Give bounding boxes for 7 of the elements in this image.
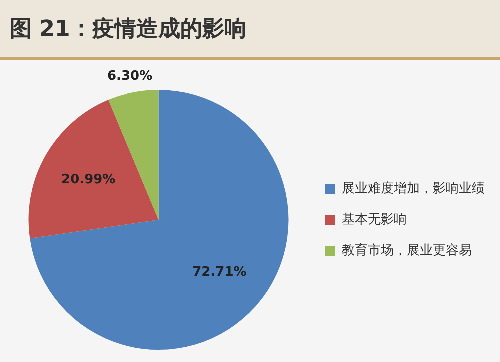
legend-label: 基本无影响 [342, 212, 407, 227]
data-label: 72.71% [192, 265, 247, 280]
data-label: 20.99% [62, 172, 116, 188]
legend-label: 教育市场，展业更容易 [342, 242, 472, 258]
legend-label: 展业难度增加，影响业绩 [342, 180, 485, 196]
data-label: 6.30% [107, 69, 153, 84]
chart-title: 图 21：疫情造成的影响 [0, 0, 500, 60]
